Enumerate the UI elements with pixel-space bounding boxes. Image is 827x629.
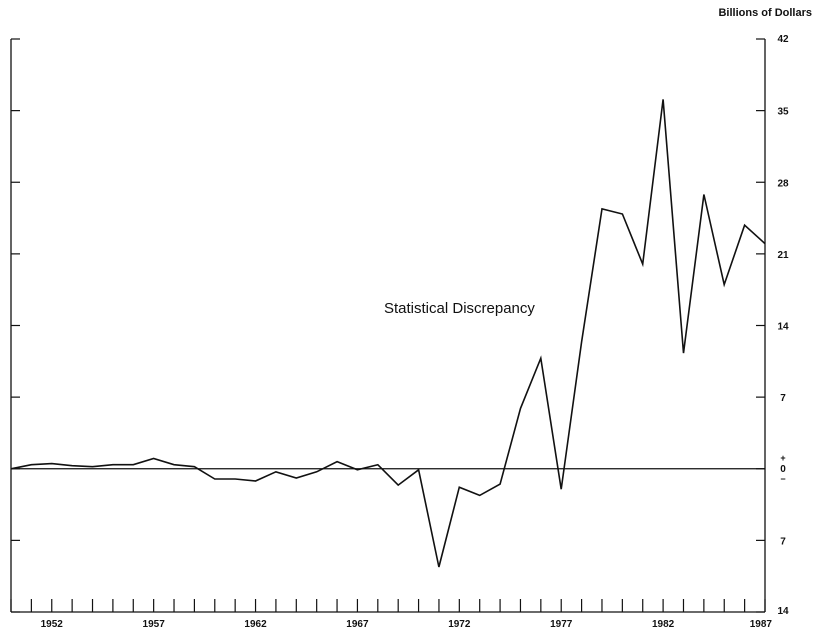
y-tick-label: 28 xyxy=(777,178,789,189)
y-tick-label: 14 xyxy=(777,606,789,617)
x-tick-label: 1962 xyxy=(244,619,267,629)
x-tick-label: 1977 xyxy=(550,619,573,629)
y-zero-plus-sign: + xyxy=(780,453,785,463)
x-axis-ticks: 1952 1957 1962 1967 1972 1977 1982 1987 xyxy=(10,599,773,629)
x-tick-label: 1967 xyxy=(346,619,369,629)
x-tick-label: 1982 xyxy=(652,619,675,629)
y-tick-label: 14 xyxy=(777,322,789,333)
y-tick-label: 42 xyxy=(777,34,789,45)
x-tick-label: 1957 xyxy=(143,619,166,629)
y-tick-label: 21 xyxy=(777,250,789,261)
y-tick-label: 7 xyxy=(780,536,786,547)
x-tick-label: 1987 xyxy=(750,619,773,629)
y-tick-label: 0 xyxy=(780,464,786,475)
x-tick-label: 1952 xyxy=(41,619,64,629)
y-tick-label: 7 xyxy=(780,393,786,404)
series-annotation-label: Statistical Discrepancy xyxy=(384,300,535,317)
series-line-statistical-discrepancy xyxy=(10,99,766,568)
y-zero-minus-sign: − xyxy=(780,474,785,484)
y-axis-unit-label: Billions of Dollars xyxy=(718,7,812,19)
y-axis-ticks: 42 35 28 21 14 7 +0− 7 14 xyxy=(11,34,789,617)
plot-frame xyxy=(10,39,766,613)
y-tick-label: 35 xyxy=(777,107,789,118)
x-tick-label: 1972 xyxy=(448,619,471,629)
